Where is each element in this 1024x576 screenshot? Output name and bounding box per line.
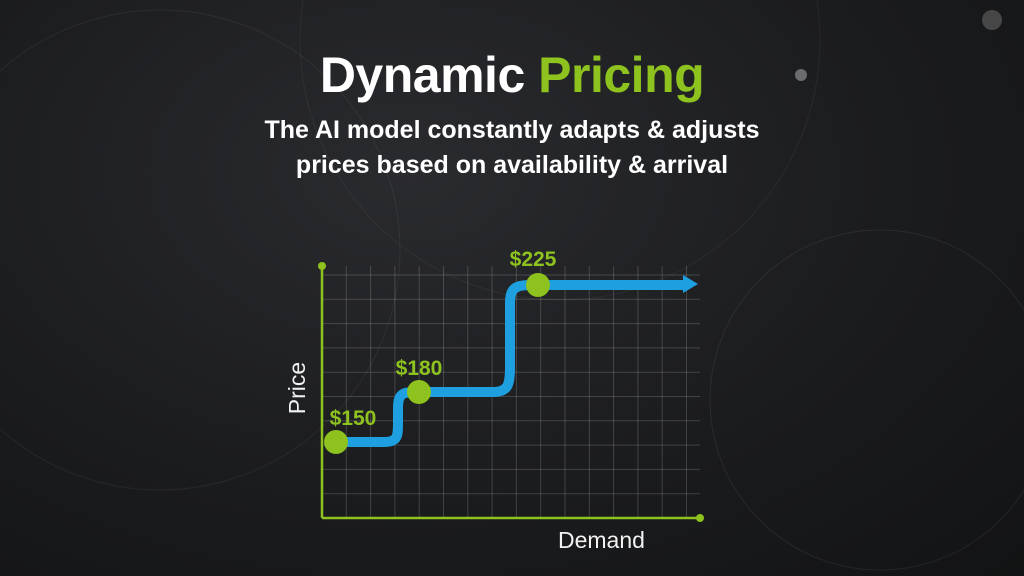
decor-circle [0, 9, 401, 491]
x-axis-label: Demand [558, 527, 645, 553]
title-white: Dynamic [319, 47, 525, 103]
data-point-150 [324, 430, 348, 454]
decor-circle [709, 229, 1024, 571]
decor-dot [795, 69, 807, 81]
y-axis-end-dot [318, 262, 326, 270]
x-axis-end-dot [696, 514, 704, 522]
title-green: Pricing [538, 47, 705, 103]
data-point-225 [526, 273, 550, 297]
subtitle-line-1: The AI model constantly adapts & adjusts [264, 116, 760, 144]
decor-circle [299, 0, 821, 301]
data-label-225: $225 [510, 248, 557, 271]
data-label-180: $180 [396, 357, 443, 380]
subtitle-line-2: prices based on availability & arrival [295, 151, 729, 179]
data-point-180 [407, 380, 431, 404]
price-step-line [336, 280, 686, 447]
data-label-150: $150 [330, 407, 377, 430]
decor-dot [982, 10, 1002, 30]
arrow-head-icon [683, 275, 698, 293]
page-title: Dynamic Pricing [0, 46, 1024, 104]
y-axis-label: Price [284, 362, 310, 414]
